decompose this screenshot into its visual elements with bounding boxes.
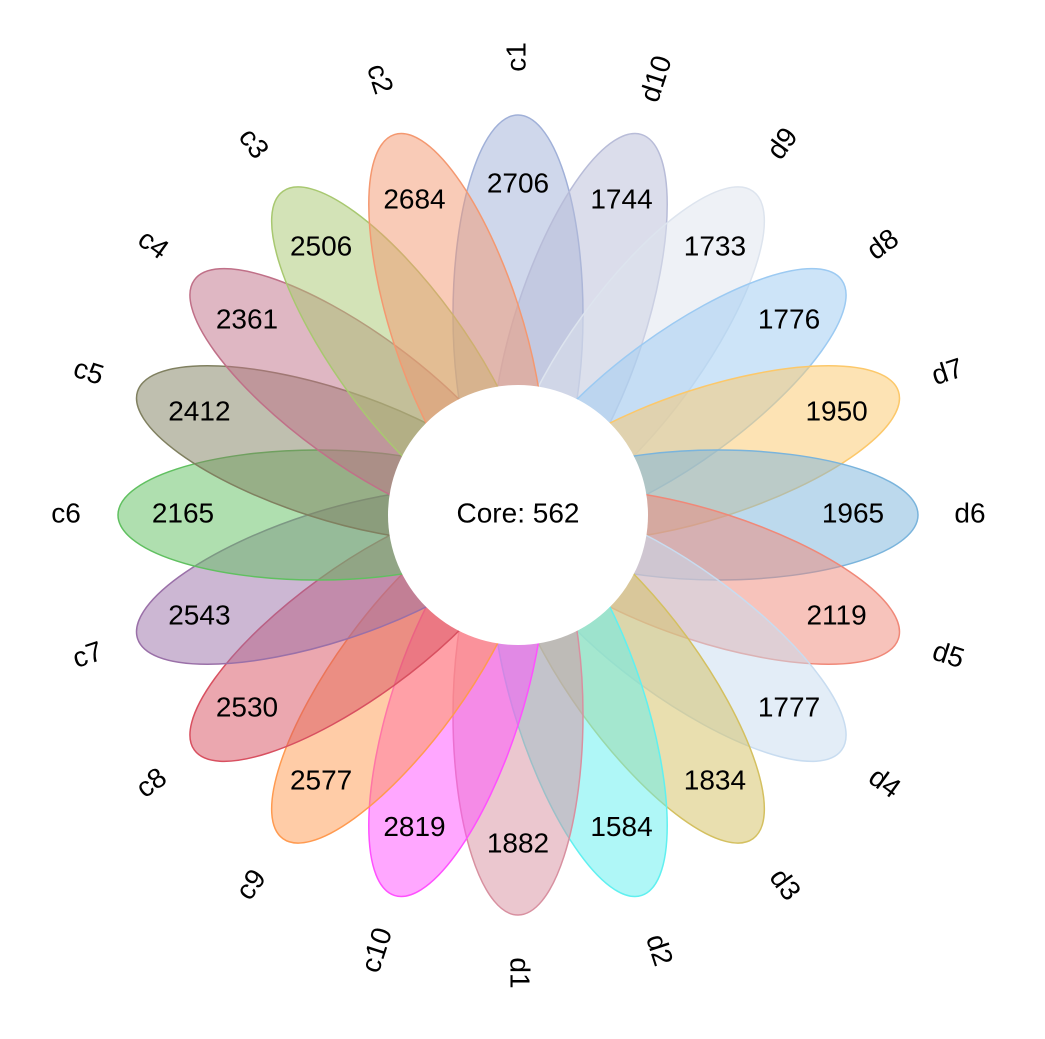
value-label: 1950	[805, 395, 867, 426]
value-label: 1776	[758, 303, 820, 334]
value-label: 2706	[487, 167, 549, 198]
petal-name: d6	[954, 497, 985, 528]
petal-name: c8	[130, 761, 172, 803]
value-label: 2412	[168, 395, 230, 426]
petal-name: d2	[640, 930, 679, 969]
petal-name: d7	[928, 352, 967, 391]
value-label: 2530	[216, 691, 278, 722]
petal-name: d4	[863, 761, 906, 804]
core-circle	[388, 385, 648, 645]
value-label: 2577	[290, 764, 352, 795]
petal-name: c2	[361, 60, 400, 98]
value-label: 2684	[383, 184, 445, 215]
core-label: Core: 562	[457, 497, 580, 528]
petal-name: d3	[764, 863, 807, 906]
petal-name: d8	[861, 222, 904, 265]
petal-name: c3	[233, 122, 275, 164]
petal-name: d10	[634, 52, 678, 106]
value-label: 1777	[758, 691, 820, 722]
value-label: 1744	[590, 184, 652, 215]
petal-name: d9	[760, 122, 803, 165]
petal-name: d5	[929, 635, 968, 674]
petal-name: d1	[505, 957, 536, 988]
value-label: 1733	[684, 230, 746, 261]
value-label: 2819	[383, 811, 445, 842]
petal-name: c6	[51, 497, 81, 528]
petal-name: c7	[69, 635, 107, 674]
petal-name: c4	[132, 223, 174, 265]
value-label: 1834	[684, 764, 746, 795]
value-label: 1965	[822, 497, 884, 528]
petal-name: c10	[355, 924, 398, 977]
value-label: 2361	[216, 303, 278, 334]
petal-name: c5	[70, 352, 108, 391]
value-label: 2119	[806, 599, 866, 630]
value-label: 2543	[168, 599, 230, 630]
petal-name: c9	[229, 863, 271, 905]
value-label: 1882	[487, 827, 549, 858]
value-label: 1584	[590, 811, 652, 842]
petal-name: c1	[500, 42, 531, 72]
value-label: 2165	[152, 497, 214, 528]
value-label: 2506	[290, 230, 352, 261]
